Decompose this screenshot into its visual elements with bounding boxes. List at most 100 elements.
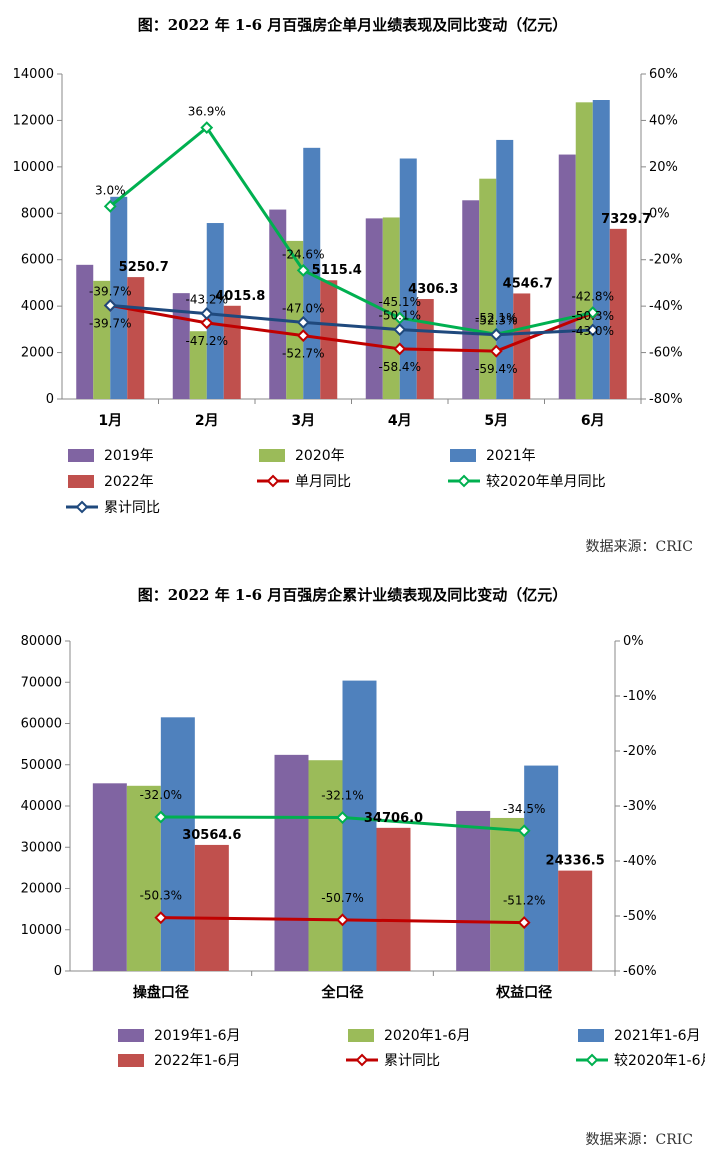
y-tick-label: 20000 xyxy=(21,882,62,897)
legend-label-1: 2020年 xyxy=(295,448,345,464)
bar-1-s1-4 xyxy=(479,178,497,399)
y-tick-label: 50000 xyxy=(21,758,62,773)
bar-2-s3-1 xyxy=(376,827,411,971)
y-tick-label: 70000 xyxy=(21,675,62,690)
line-value-label: -59.4% xyxy=(475,362,517,376)
line-point-5-5 xyxy=(586,306,600,320)
legend-marker-5 xyxy=(585,1053,599,1067)
legend-label-0: 2019年1-6月 xyxy=(154,1028,241,1044)
y-tick-label: 10000 xyxy=(13,160,54,175)
y-tick-label: 60000 xyxy=(21,717,62,732)
bar-2-s3-0 xyxy=(194,844,229,971)
line-point-4-2 xyxy=(296,329,310,343)
line-value-label: 3.0% xyxy=(95,183,126,197)
line-series-4 xyxy=(109,303,594,353)
y-tick-label: 0 xyxy=(54,964,62,979)
x-category-label: 操盘口径 xyxy=(133,984,189,1001)
bar-1-s0-3 xyxy=(365,218,383,399)
y2-tick-label: -10% xyxy=(623,689,657,704)
y2-tick-label: 0% xyxy=(649,206,670,221)
line-point-4-1 xyxy=(200,316,214,330)
bar-2-s2-0 xyxy=(160,717,195,971)
line-value-label: -34.5% xyxy=(503,802,545,816)
line-point-5-0 xyxy=(103,199,117,213)
legend-swatch-3 xyxy=(118,1054,144,1067)
y2-tick-label: 0% xyxy=(623,634,644,649)
bar-2-s2-2 xyxy=(524,765,559,971)
line-value-label: -50.1% xyxy=(379,309,421,323)
line-point-5-1 xyxy=(200,121,214,135)
legend-swatch-1 xyxy=(259,449,285,462)
line-value-label: -39.7% xyxy=(89,316,131,330)
bar-1-s0-5 xyxy=(558,154,576,399)
line-series-6 xyxy=(110,303,593,337)
bar-value-label: 5115.4 xyxy=(312,263,362,278)
legend-label-4: 累计同比 xyxy=(384,1053,440,1069)
x-category-label: 4月 xyxy=(388,413,412,429)
bar-2-s1-2 xyxy=(490,817,525,971)
y2-tick-label: -20% xyxy=(649,253,683,268)
bar-value-label: 34706.0 xyxy=(364,811,423,826)
y-tick-label: 6000 xyxy=(21,253,54,268)
line-point-6-0 xyxy=(103,299,117,312)
x-category-label: 6月 xyxy=(581,413,605,429)
line-value-label: -47.0% xyxy=(282,301,324,315)
legend-label-3: 2022年 xyxy=(104,474,154,490)
legend-marker-5 xyxy=(457,474,471,488)
x-category-label: 2月 xyxy=(195,413,219,429)
line-value-label: -52.1% xyxy=(475,311,517,325)
bar-1-s2-1 xyxy=(206,223,224,399)
line-point-6-5 xyxy=(586,323,600,337)
bar-value-label: 4306.3 xyxy=(408,282,458,297)
line-point-5-0 xyxy=(154,810,168,824)
line-value-label: -39.7% xyxy=(89,284,131,298)
line-value-label: -24.6% xyxy=(282,247,324,261)
x-category-label: 全口径 xyxy=(321,984,364,1001)
bar-value-label: 4015.8 xyxy=(215,289,265,304)
line-value-label: -52.7% xyxy=(282,347,324,361)
bar-1-s2-5 xyxy=(592,100,610,399)
y-tick-label: 14000 xyxy=(13,67,54,82)
y2-tick-label: -30% xyxy=(623,799,657,814)
y2-tick-label: -20% xyxy=(623,744,657,759)
legend-label-2: 2021年1-6月 xyxy=(614,1028,701,1044)
legend-marker-4 xyxy=(266,474,280,488)
bar-1-s1-5 xyxy=(575,102,593,400)
bar-1-s3-5 xyxy=(609,228,627,399)
y-tick-label: 8000 xyxy=(21,206,54,221)
legend-swatch-0 xyxy=(68,449,94,462)
bar-value-label: 5250.7 xyxy=(119,260,169,275)
y2-tick-label: 60% xyxy=(649,67,678,82)
line-point-5-3 xyxy=(393,311,407,325)
line-value-label: -32.0% xyxy=(140,788,182,802)
line-value-label: -45.1% xyxy=(379,295,421,309)
bar-2-s0-2 xyxy=(456,810,491,971)
line-value-label: -52.3% xyxy=(475,314,517,328)
y2-tick-label: 20% xyxy=(649,160,678,175)
y2-tick-label: -40% xyxy=(623,854,657,869)
bar-value-label: 4546.7 xyxy=(503,276,553,291)
line-value-label: -58.4% xyxy=(379,360,421,374)
line-point-4-4 xyxy=(489,344,503,358)
line-point-4-1 xyxy=(336,913,349,927)
x-category-label: 权益口径 xyxy=(495,984,552,1001)
bar-value-label: 30564.6 xyxy=(182,828,241,843)
line-value-label: -42.8% xyxy=(572,290,614,304)
chart1-source: 数据来源：CRIC xyxy=(585,539,694,555)
y2-tick-label: -60% xyxy=(623,964,657,979)
y2-tick-label: 40% xyxy=(649,113,678,128)
line-point-6-4 xyxy=(489,328,503,342)
chart2-title: 图：2022 年 1-6 月百强房企累计业绩表现及同比变动（亿元） xyxy=(137,586,568,604)
y2-tick-label: -50% xyxy=(623,909,657,924)
line-point-6-3 xyxy=(393,323,407,337)
line-value-label: -50.3% xyxy=(140,889,182,903)
line-point-5-2 xyxy=(517,824,531,838)
legend-swatch-0 xyxy=(118,1029,144,1042)
y2-tick-label: -40% xyxy=(649,299,683,314)
y2-tick-label: -60% xyxy=(649,346,683,361)
legend-label-5: 较2020年单月同比 xyxy=(486,474,606,490)
y2-tick-label: -80% xyxy=(649,392,683,407)
bar-2-s1-1 xyxy=(308,760,343,971)
y-tick-label: 4000 xyxy=(21,299,54,314)
y-tick-label: 2000 xyxy=(21,346,54,361)
